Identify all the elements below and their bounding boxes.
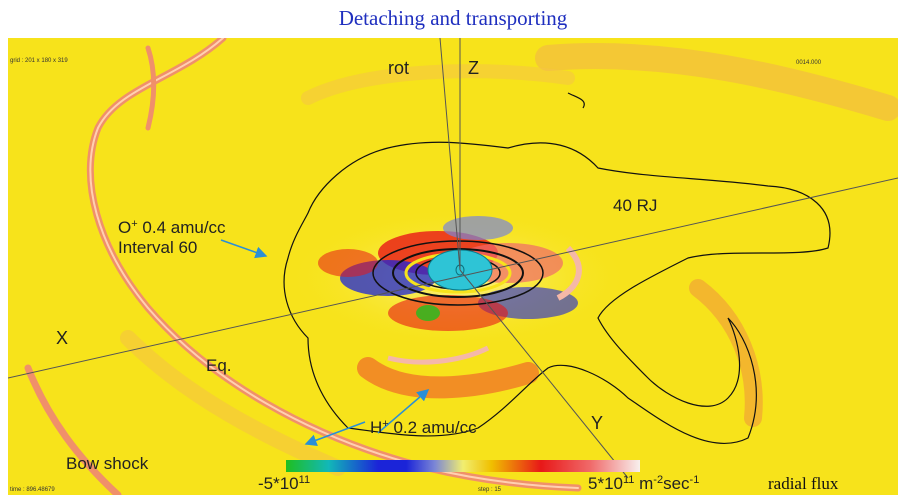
axis-label-x: X [56, 328, 69, 348]
axis-label-rot: rot [388, 58, 410, 78]
distance-label: 40 RJ [613, 196, 658, 215]
colorbar [286, 460, 640, 472]
bow-shock-label: Bow shock [66, 454, 149, 473]
grid-info: grid : 201 x 180 x 319 [10, 58, 68, 64]
time-readout: time : 896.48679 [10, 487, 55, 493]
contour-fragment [567, 92, 585, 109]
axis-lines [8, 38, 898, 479]
bow-shock-curve [24, 38, 582, 495]
equator-label: Eq. [206, 356, 232, 375]
colorbar-min-label: -5*1011 [258, 474, 311, 493]
outer-orange-bands [120, 43, 898, 476]
colorbar-max-label: 5*1011 m-2sec-1 [588, 474, 700, 493]
top-right-readout: 0014.000 [796, 60, 822, 66]
o-plus-label: O+ 0.4 amu/cc [118, 218, 226, 237]
simulation-view: grid : 201 x 180 x 319 0014.000 time : 8… [8, 38, 898, 495]
figure-title: Detaching and transporting [338, 6, 568, 30]
annotation-arrows [220, 239, 430, 446]
colorbar-quantity-label: radial flux [768, 474, 839, 493]
axis-label-y: Y [591, 413, 604, 433]
simulation-render [8, 38, 898, 495]
axis-label-z: Z [468, 58, 479, 78]
interval-label: Interval 60 [118, 238, 198, 257]
step-readout: step : 15 [478, 487, 502, 493]
h-plus-label: H+ 0.2 amu/cc [370, 418, 477, 437]
